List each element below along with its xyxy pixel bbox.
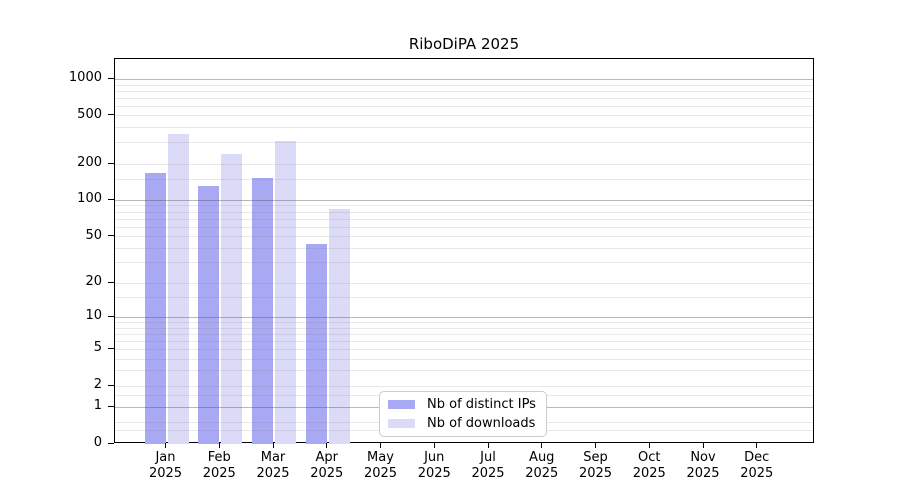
x-tick-label-may: May 2025 [363, 450, 398, 481]
x-tick-label-aug: Aug 2025 [525, 450, 559, 481]
gridline [115, 262, 813, 264]
y-tick-mark [108, 114, 114, 116]
bar-feb-downloads [221, 153, 243, 444]
legend: Nb of distinct IPs Nb of downloads [379, 391, 547, 437]
x-tick-label-jun: Jun 2025 [417, 450, 451, 481]
bar-jan-ips [144, 172, 166, 444]
x-tick-mark [541, 443, 543, 448]
x-tick-label-oct: Oct 2025 [632, 450, 666, 481]
bar-jan-downloads [167, 134, 189, 444]
x-tick-mark [272, 443, 274, 448]
gridline [115, 316, 813, 318]
legend-item-downloads: Nb of downloads [388, 414, 538, 433]
x-tick-mark [595, 443, 596, 448]
x-tick-mark [702, 443, 704, 448]
gridline [115, 218, 813, 220]
gridline [115, 236, 813, 238]
y-tick-label: 1000 [68, 70, 102, 86]
gridline [115, 333, 813, 335]
y-tick-mark [108, 281, 114, 283]
y-tick-mark [108, 198, 114, 200]
grid-layer [115, 59, 813, 442]
gridline [115, 282, 813, 284]
gridline [115, 90, 813, 92]
x-tick-mark [165, 443, 166, 448]
y-tick-label: 2 [93, 377, 102, 393]
x-tick-label-dec: Dec 2025 [740, 450, 774, 481]
y-tick-label: 50 [85, 227, 102, 243]
gridline [115, 97, 813, 99]
x-tick-label-apr: Apr 2025 [310, 450, 344, 481]
y-tick-mark [108, 235, 114, 237]
legend-label-downloads: Nb of downloads [427, 416, 536, 431]
y-tick-label: 20 [85, 274, 102, 290]
bar-apr-ips [305, 244, 327, 444]
y-tick-mark [108, 77, 114, 79]
x-tick-label-feb: Feb 2025 [202, 450, 236, 481]
x-tick-mark [648, 443, 650, 448]
y-tick-label: 5 [93, 340, 102, 356]
legend-item-distinct-ips: Nb of distinct IPs [388, 395, 538, 414]
legend-label-distinct-ips: Nb of distinct IPs [427, 397, 536, 412]
gridline [115, 211, 813, 213]
gridline [115, 127, 813, 129]
gridline [115, 247, 813, 249]
gridline [115, 115, 813, 117]
bar-feb-ips [198, 186, 220, 444]
gridline [115, 84, 813, 86]
y-tick-mark [108, 315, 114, 317]
y-tick-mark [108, 442, 114, 444]
gridline [115, 105, 813, 107]
plot-area [114, 58, 814, 444]
chart-title: RiboDiPA 2025 [408, 35, 520, 53]
gridline [115, 297, 813, 299]
gridline [115, 199, 813, 201]
bar-apr-downloads [328, 208, 350, 444]
x-tick-label-nov: Nov 2025 [686, 450, 720, 481]
x-tick-label-jan: Jan 2025 [148, 450, 183, 481]
gridline [115, 205, 813, 207]
x-tick-label-mar: Mar 2025 [256, 450, 290, 481]
y-tick-mark [108, 405, 114, 407]
gridline [115, 385, 813, 387]
gridline [115, 322, 813, 323]
gridline [115, 358, 813, 360]
legend-swatch-distinct-ips [388, 400, 415, 409]
gridline [115, 327, 813, 329]
y-tick-label: 10 [85, 308, 102, 324]
x-tick-mark [487, 443, 489, 448]
y-tick-label: 1 [93, 398, 102, 414]
y-tick-label: 200 [77, 155, 102, 171]
y-tick-label: 0 [93, 435, 102, 450]
x-tick-label-sep: Sep 2025 [578, 450, 613, 481]
gridline [115, 340, 813, 342]
bar-mar-downloads [275, 141, 296, 444]
gridline [115, 226, 813, 228]
gridline [115, 370, 813, 372]
y-tick-mark [108, 384, 114, 386]
gridline [115, 178, 813, 180]
legend-swatch-downloads [388, 419, 415, 428]
bars-layer [115, 59, 813, 444]
x-tick-mark [380, 443, 381, 448]
gridline [115, 142, 813, 144]
y-tick-mark [108, 162, 114, 164]
x-tick-mark [756, 443, 758, 448]
x-tick-label-jul: Jul 2025 [471, 450, 505, 481]
y-tick-label: 100 [77, 191, 102, 207]
y-tick-label: 500 [77, 106, 102, 122]
y-tick-mark [108, 347, 114, 349]
gridline [115, 78, 813, 80]
x-tick-mark [218, 443, 220, 448]
bar-mar-ips [252, 177, 273, 444]
gridline [115, 163, 813, 165]
x-tick-mark [326, 443, 328, 448]
gridline [115, 348, 813, 350]
x-tick-mark [433, 443, 435, 448]
